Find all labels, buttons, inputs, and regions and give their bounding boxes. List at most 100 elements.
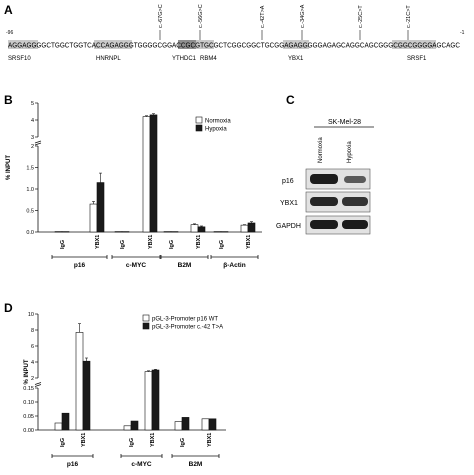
sequence-end-position: -1 xyxy=(460,30,465,36)
bar xyxy=(61,231,70,233)
highlight-ythdc1 xyxy=(178,40,196,49)
bar xyxy=(208,418,217,431)
y-tick-label: 3 xyxy=(31,135,34,141)
condition-normoxia: Normoxia xyxy=(318,137,324,163)
bar xyxy=(170,231,179,233)
y-tick-label: 5 xyxy=(31,101,34,107)
bar-group-label: IgG xyxy=(129,438,135,447)
axis-break-mark xyxy=(34,140,42,144)
y-tick-label: 4 xyxy=(31,118,34,124)
chart-b: 0.0 0.5 1.0 1.5 2 3 4 5 % INPUT IgG YBX1 IgG YBX1 IgG… xyxy=(6,101,262,269)
legend-swatch xyxy=(195,124,203,132)
bar xyxy=(54,231,63,233)
axis-break-mark xyxy=(34,142,42,146)
bar xyxy=(240,224,249,233)
legend-label: Hypoxia xyxy=(205,127,227,133)
bar xyxy=(114,231,123,233)
y-tick-label: 6 xyxy=(31,344,34,350)
binding-site-ythdc1: YTHDC1 xyxy=(172,56,197,62)
bar xyxy=(213,231,222,233)
bar-group-label: IgG xyxy=(60,240,66,249)
group-label: c-MYC xyxy=(131,461,152,468)
group-label: c-MYC xyxy=(126,262,147,269)
bar xyxy=(82,360,91,431)
highlight-rbm4 xyxy=(196,40,214,49)
group-label: B2M xyxy=(178,262,192,269)
highlight-srsf1 xyxy=(392,40,436,49)
y-tick-label: 0.15 xyxy=(23,386,34,392)
y-tick-label: 0.0 xyxy=(26,230,34,236)
y-tick-label: 2 xyxy=(31,144,34,150)
bar xyxy=(54,422,63,431)
y-tick-label: 2 xyxy=(31,376,34,382)
band-ybx1-hypoxia xyxy=(342,197,368,206)
highlight-hnrnpl xyxy=(94,40,132,49)
group-label: p16 xyxy=(74,262,86,269)
bar-group-label: IgG xyxy=(180,438,186,447)
highlight-srsf10 xyxy=(8,40,38,49)
group-label: β-Actin xyxy=(223,262,245,269)
y-tick-label: 4 xyxy=(31,360,34,366)
y-tick-label: 0.10 xyxy=(23,400,34,406)
binding-site-hnrnpl: HNRNPL xyxy=(96,56,121,62)
bar xyxy=(123,425,132,431)
binding-site-rbm4: RBM4 xyxy=(200,56,217,62)
band-gapdh-normoxia xyxy=(310,220,338,229)
mutation-label: c.-21C>T xyxy=(406,5,412,28)
bar-group-label: YBX1 xyxy=(95,235,101,249)
mutation-label: c.-25C>T xyxy=(358,5,364,28)
bar-group-label: IgG xyxy=(120,240,126,249)
blot-row-p16: p16 xyxy=(282,178,294,185)
cell-line-label: SK-Mel-28 xyxy=(328,119,361,126)
y-tick-label: 8 xyxy=(31,328,34,334)
bar-group-label: IgG xyxy=(60,438,66,447)
binding-site-ybx1: YBX1 xyxy=(288,56,304,62)
panel-a-sequence-map: -96 -1 AGGAGGGGCTGGCTGGTCACCAGAGGGTGGGGC… xyxy=(6,4,465,62)
western-blot: SK-Mel-28 Normoxia Hypoxia p16 YBX1 GAPD… xyxy=(276,119,374,235)
highlight-ybx1 xyxy=(283,40,309,49)
bar-group-label: YBX1 xyxy=(246,235,252,249)
bar-group-label: YBX1 xyxy=(196,235,202,249)
panel-c-letter: C xyxy=(286,93,295,107)
binding-site-srsf1: SRSF1 xyxy=(407,56,427,62)
sequence-start-position: -96 xyxy=(6,30,13,36)
bar-group-label: YBX1 xyxy=(207,433,213,447)
bar-group-label: IgG xyxy=(219,240,225,249)
mutation-markers: c.-67G>C c.-56G>C c.-42T>A c.-34G>A c.-25C>T… xyxy=(158,4,412,40)
band-gapdh-hypoxia xyxy=(342,220,368,229)
bar xyxy=(163,231,172,233)
panel-d-letter: D xyxy=(4,301,13,315)
bar xyxy=(220,231,229,233)
legend-swatch xyxy=(142,322,150,330)
group-label: p16 xyxy=(67,461,79,468)
blot-row-ybx1: YBX1 xyxy=(280,200,298,207)
mutation-label: c.-67G>C xyxy=(158,4,164,28)
legend-swatch xyxy=(142,314,150,322)
y-tick-label: 0.00 xyxy=(23,428,34,434)
panel-b-letter: B xyxy=(4,93,13,107)
bar xyxy=(121,231,130,233)
chart-d: 0.00 0.05 0.10 0.15 2 4 6 8 10 % INPUT IgG YBX1 IgG Y… xyxy=(23,312,226,468)
y-axis-label: % INPUT xyxy=(6,155,12,180)
bar xyxy=(89,203,98,233)
legend-label: Normoxia xyxy=(205,119,231,125)
bar xyxy=(61,412,70,431)
bar-group-label: IgG xyxy=(169,240,175,249)
y-tick-label: 1.0 xyxy=(26,187,34,193)
legend-label: pGL-3-Promoter c.-42 T>A xyxy=(152,325,223,331)
bar xyxy=(130,420,139,431)
panel-a-letter: A xyxy=(4,3,13,17)
y-tick-label: 0.05 xyxy=(23,414,34,420)
y-tick-label: 1.5 xyxy=(26,166,34,172)
legend-label: pGL-3-Promoter p16 WT xyxy=(152,317,218,323)
condition-hypoxia: Hypoxia xyxy=(347,141,353,163)
legend-swatch xyxy=(195,116,203,124)
bar xyxy=(174,421,183,431)
promoter-sequence: AGGAGGGGCTGGCTGGTCACCAGAGGGTGGGGCGGACCGC… xyxy=(8,41,460,50)
axis-break-mark xyxy=(34,384,42,387)
mutation-label: c.-42T>A xyxy=(260,5,266,28)
y-tick-label: 0.5 xyxy=(26,209,34,215)
y-axis-label: % INPUT xyxy=(24,359,30,384)
